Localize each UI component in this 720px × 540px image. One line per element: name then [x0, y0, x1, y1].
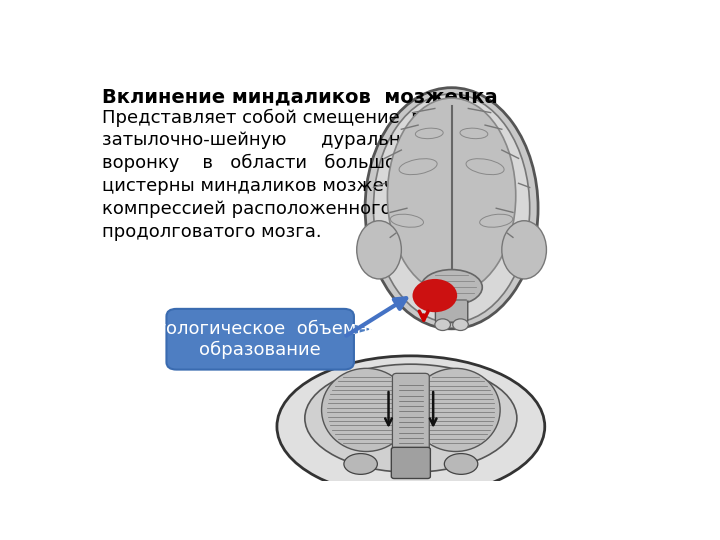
FancyBboxPatch shape [392, 447, 431, 478]
Text: Патологическое  объемное
образование: Патологическое объемное образование [130, 320, 390, 359]
Ellipse shape [365, 87, 538, 329]
Text: затылочно-шейную      дуральную: затылочно-шейную дуральную [102, 131, 427, 150]
Ellipse shape [502, 221, 546, 279]
Circle shape [435, 319, 451, 330]
Ellipse shape [387, 98, 516, 294]
Ellipse shape [444, 454, 478, 474]
Text: компрессией расположенного  там: компрессией расположенного там [102, 200, 438, 218]
Ellipse shape [356, 221, 401, 279]
Ellipse shape [305, 364, 517, 472]
Circle shape [413, 279, 457, 312]
Ellipse shape [344, 454, 377, 474]
Ellipse shape [421, 269, 482, 305]
Text: Вклинение миндаликов  мозжечка: Вклинение миндаликов мозжечка [102, 87, 498, 107]
Ellipse shape [322, 368, 411, 451]
Text: продолговатого мозга.: продолговатого мозга. [102, 223, 322, 241]
Polygon shape [344, 322, 372, 337]
FancyBboxPatch shape [166, 309, 354, 369]
Ellipse shape [411, 368, 500, 451]
Ellipse shape [277, 356, 545, 497]
Text: цистерны миндаликов мозжечка с: цистерны миндаликов мозжечка с [102, 177, 432, 195]
FancyBboxPatch shape [392, 373, 429, 455]
Ellipse shape [374, 94, 530, 322]
Circle shape [453, 319, 468, 330]
FancyBboxPatch shape [436, 300, 468, 322]
Text: воронку    в   области   большой: воронку в области большой [102, 154, 408, 172]
Text: Представляет собой смещение  в: Представляет собой смещение в [102, 109, 422, 127]
